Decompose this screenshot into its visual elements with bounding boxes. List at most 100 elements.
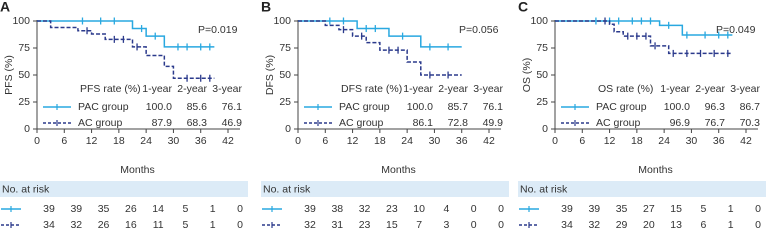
- at-risk-count: 14: [152, 203, 164, 215]
- legend-label: AC group: [78, 117, 123, 129]
- at-risk-count: 11: [153, 219, 164, 229]
- y-tick-label: 0: [24, 123, 30, 135]
- rate-value: 87.9: [152, 117, 173, 129]
- at-risk-count: 34: [43, 219, 55, 229]
- y-tick-label: 100: [273, 15, 291, 27]
- risk-header: No. at risk: [2, 183, 50, 195]
- y-axis-label: OS (%): [521, 58, 533, 92]
- x-tick-label: 24: [401, 135, 413, 147]
- rate-value: 96.9: [670, 117, 691, 129]
- rate-column: 2-year: [177, 83, 207, 95]
- risk-header-band: [261, 181, 509, 197]
- rate-value: 86.7: [740, 101, 761, 113]
- x-axis-label: Months: [381, 164, 415, 176]
- rate-column: 1-year: [403, 83, 433, 95]
- at-risk-count: 26: [125, 203, 137, 215]
- x-tick-label: 42: [222, 135, 234, 147]
- rate-value: 85.7: [448, 101, 469, 113]
- at-risk-count: 4: [444, 203, 450, 215]
- rate-value: 100.0: [146, 101, 172, 113]
- x-tick-label: 24: [658, 135, 670, 147]
- at-risk-count: 1: [728, 203, 734, 215]
- at-risk-count: 27: [643, 203, 655, 215]
- rate-value: 100.0: [664, 101, 690, 113]
- x-tick-label: 30: [168, 135, 180, 147]
- rate-value: 72.8: [448, 117, 469, 129]
- at-risk-count: 15: [386, 219, 398, 229]
- at-risk-count: 35: [616, 203, 628, 215]
- y-tick-label: 75: [18, 42, 30, 54]
- rate-value: 46.9: [222, 117, 243, 129]
- survival-curve: [298, 20, 462, 48]
- risk-header-band: [0, 181, 248, 197]
- legend-label: PAC group: [339, 101, 390, 113]
- x-tick-label: 0: [552, 135, 558, 147]
- x-tick-label: 0: [34, 135, 40, 147]
- rate-value: 85.6: [187, 101, 208, 113]
- y-tick-label: 0: [542, 123, 548, 135]
- legend-label: AC group: [596, 117, 641, 129]
- survival-curve: [298, 20, 462, 76]
- at-risk-count: 0: [237, 203, 243, 215]
- x-tick-label: 12: [86, 135, 98, 147]
- at-risk-count: 20: [643, 219, 655, 229]
- at-risk-count: 1: [728, 219, 734, 229]
- at-risk-count: 34: [561, 219, 573, 229]
- x-tick-label: 18: [631, 135, 643, 147]
- rate-column: 3-year: [473, 83, 503, 95]
- at-risk-count: 32: [304, 219, 316, 229]
- y-tick-label: 25: [536, 96, 548, 108]
- at-risk-count: 0: [498, 203, 504, 215]
- at-risk-count: 39: [43, 203, 55, 215]
- x-tick-label: 6: [579, 135, 585, 147]
- panel-label: C: [518, 0, 528, 15]
- at-risk-count: 39: [304, 203, 316, 215]
- at-risk-count: 38: [331, 203, 343, 215]
- survival-curve: [37, 20, 215, 48]
- x-tick-label: 24: [140, 135, 152, 147]
- at-risk-count: 39: [588, 203, 600, 215]
- rate-header: PFS rate (%): [80, 83, 141, 95]
- survival-curve: [555, 20, 733, 55]
- at-risk-count: 5: [183, 219, 189, 229]
- y-tick-label: 50: [279, 69, 291, 81]
- at-risk-count: 15: [670, 203, 682, 215]
- risk-header: No. at risk: [520, 183, 568, 195]
- x-tick-label: 42: [740, 135, 752, 147]
- y-tick-label: 100: [12, 15, 30, 27]
- at-risk-count: 5: [183, 203, 189, 215]
- at-risk-count: 39: [70, 203, 82, 215]
- risk-header-band: [518, 181, 766, 197]
- rate-column: 3-year: [212, 83, 242, 95]
- y-tick-label: 25: [279, 96, 291, 108]
- at-risk-count: 0: [471, 203, 477, 215]
- x-tick-label: 36: [456, 135, 468, 147]
- y-tick-label: 50: [18, 69, 30, 81]
- x-tick-label: 6: [322, 135, 328, 147]
- panel-label: B: [261, 0, 271, 15]
- rate-column: 1-year: [660, 83, 690, 95]
- rate-value: 49.9: [483, 117, 504, 129]
- rate-value: 76.1: [483, 101, 504, 113]
- y-tick-label: 100: [530, 15, 548, 27]
- y-tick-label: 75: [279, 42, 291, 54]
- y-tick-label: 0: [285, 123, 291, 135]
- at-risk-count: 32: [588, 219, 600, 229]
- rate-value: 76.7: [705, 117, 726, 129]
- y-axis-label: DFS (%): [264, 55, 276, 95]
- x-tick-label: 36: [713, 135, 725, 147]
- at-risk-count: 13: [670, 219, 682, 229]
- p-value: P=0.056: [459, 24, 499, 36]
- at-risk-count: 10: [413, 203, 425, 215]
- at-risk-count: 32: [359, 203, 371, 215]
- at-risk-count: 23: [359, 219, 371, 229]
- at-risk-count: 35: [98, 203, 110, 215]
- x-tick-label: 12: [604, 135, 616, 147]
- at-risk-count: 5: [701, 203, 707, 215]
- at-risk-count: 0: [498, 219, 504, 229]
- rate-column: 2-year: [438, 83, 468, 95]
- rate-value: 68.3: [187, 117, 208, 129]
